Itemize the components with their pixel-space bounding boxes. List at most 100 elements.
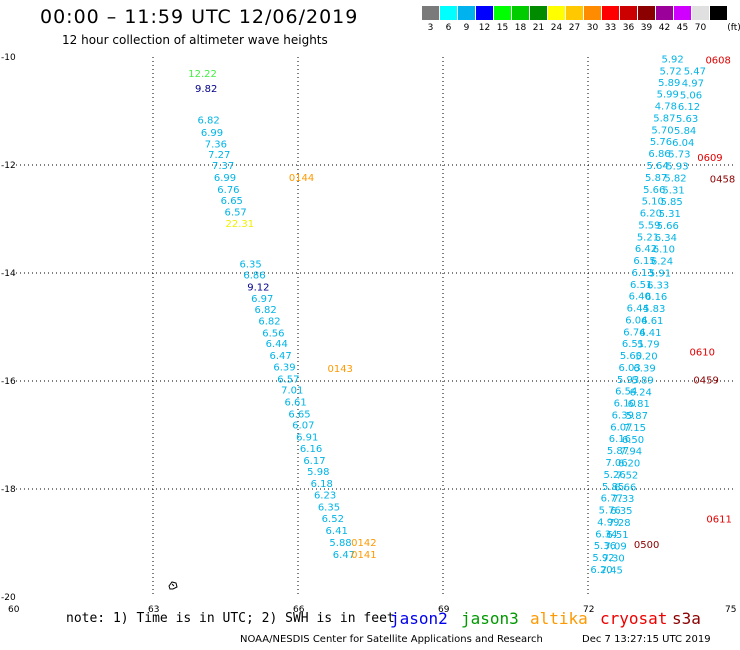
wave-height-label: 5.70 [651,125,673,136]
wave-height-label: 6.50 [622,435,644,446]
credit-line: NOAA/NESDIS Center for Satellite Applica… [240,634,543,645]
wave-height-label: 6.57 [225,207,247,218]
wave-height-label: 6.10 [614,399,636,410]
wave-height-label: 6.47 [333,550,355,561]
legend-label: 42 [658,23,671,33]
legend-swatch [458,6,475,20]
lon-tick-label: 75 [725,605,736,615]
pass-time-label: 0458 [710,175,735,186]
wave-height-label: 7.15 [624,423,646,434]
legend-swatch [584,6,601,20]
satellite-altika: altika [530,609,588,628]
wave-height-label: 7.45 [601,565,623,576]
legend-label: 24 [550,23,563,33]
island-outline [168,581,178,590]
wave-height-label: 5.79 [637,340,659,351]
map-title: 00:00 – 11:59 UTC 12/06/2019 [40,6,359,28]
legend-swatch [440,6,457,20]
wave-height-label: 6.51 [630,280,652,291]
wave-height-label: 5.92 [661,55,683,66]
wave-height-label: 6.66 [614,482,636,493]
legend-label: 45 [676,23,689,33]
wave-height-label: 6.16 [300,444,322,455]
legend-swatch [674,6,691,20]
wave-height-label: 6.07 [610,422,632,433]
wave-height-label: 6.07 [292,421,314,432]
wave-height-label: 6.52 [322,514,344,525]
wave-height-label: 6.35 [240,259,262,270]
wave-height-label: 6.39 [273,362,295,373]
wave-height-label: 7.94 [620,447,642,458]
wave-height-label: 5.10 [642,197,664,208]
wave-height-label: 6.39 [633,364,655,375]
wave-height-label: 6.41 [326,526,348,537]
wave-height-label: 5.82 [664,173,686,184]
lon-tick-label: 63 [148,605,159,615]
wave-height-label: 6.76 [217,185,239,196]
pass-time-label: 0459 [693,375,718,386]
wave-height-label: 6.44 [627,304,649,315]
legend-label: 6 [445,23,452,33]
wave-height-label: 5.98 [307,467,329,478]
wave-height-label: 5.93 [617,375,639,386]
wave-height-label: 6.23 [314,490,336,501]
lon-tick-label: 69 [438,605,450,615]
lon-tick-label: 66 [293,605,305,615]
wave-height-label: 4.99 [597,517,619,528]
pass-time-label: 0608 [705,56,730,67]
legend-label: 15 [496,23,509,33]
wave-height-label: 6.91 [296,433,318,444]
pass-time-label: 0141 [351,550,376,561]
legend-swatch [656,6,673,20]
wave-height-label: 7.06 [605,458,627,469]
wave-height-label: 6.16 [609,434,631,445]
wave-height-label: 6.17 [303,456,325,467]
wave-height-label: 5.85 [602,482,624,493]
legend-swatch [422,6,439,20]
wave-height-label: 5.89 [658,78,680,89]
wave-height-label: 6.42 [635,244,657,255]
wave-height-label: 5.87 [626,411,648,422]
wave-height-label: 6.15 [633,256,655,267]
lon-tick-label: 60 [8,605,20,615]
legend-swatch [512,6,529,20]
wave-height-label: 6.77 [601,494,623,505]
wave-height-label: 6.35 [610,506,632,517]
footer-note: note: 1) Time is in UTC; 2) SWH is in fe… [66,611,395,626]
wave-height-label: 7.01 [281,386,303,397]
wave-height-label: 6.74 [623,327,645,338]
wave-height-label: 5.85 [661,197,683,208]
legend-label: 21 [532,23,545,33]
wave-height-label: 5.20 [635,352,657,363]
wave-height-label: 6.13 [632,268,654,279]
wave-height-label: 6.82 [258,317,280,328]
pass-time-label: 0609 [697,153,722,164]
wave-height-label: 4.78 [655,102,677,113]
wave-height-label: 6.04 [672,138,694,149]
wave-height-label: 5.87 [653,113,675,124]
wave-height-label: 6.81 [628,399,650,410]
lat-tick-label: -14 [1,269,16,279]
pass-time-label: 0500 [634,540,659,551]
wave-height-label: 6.86 [243,271,265,282]
wave-height-label: 9.12 [247,283,269,294]
wave-height-label: 6.10 [653,245,675,256]
legend-swatch [710,6,727,20]
lat-tick-label: -10 [1,53,16,63]
wave-height-label: 6.51 [606,530,628,541]
wave-height-label: 5.73 [668,150,690,161]
wave-height-label: 5.87 [607,446,629,457]
wave-height-label: 5.06 [680,90,702,101]
legend-unit: (ft) [727,23,740,33]
wave-height-label: 6.20 [590,565,612,576]
wave-height-label: 5.83 [643,304,665,315]
wave-height-label: 5.72 [660,67,682,78]
wave-height-label: 6.65 [288,409,310,420]
pass-time-label: 0143 [327,364,352,375]
map-subtitle: 12 hour collection of altimeter wave hei… [62,33,328,47]
satellite-s3a: s3a [672,609,701,628]
legend-label: 9 [463,23,470,33]
legend-swatch [692,6,709,20]
wave-height-label: 5.88 [329,538,351,549]
legend-label: 18 [514,23,527,33]
